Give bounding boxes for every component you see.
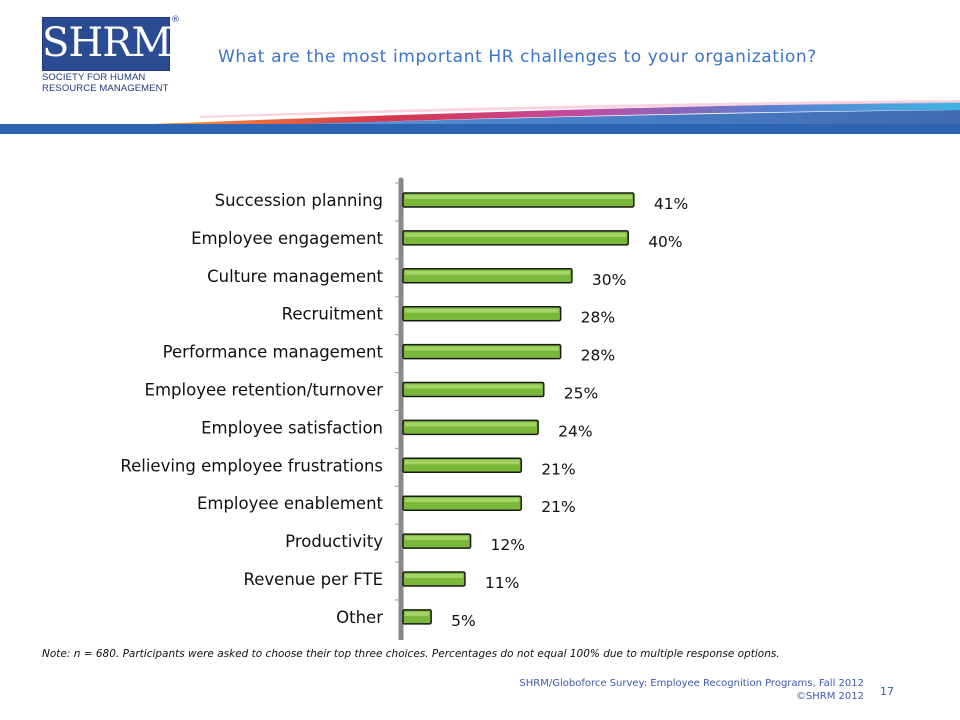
bar-highlight bbox=[405, 384, 542, 389]
value-label: 41% bbox=[654, 195, 688, 213]
value-label: 5% bbox=[451, 612, 476, 630]
bars-group: Succession planning 41% Employee engagemen… bbox=[120, 182, 688, 630]
category-label: Employee satisfaction bbox=[201, 418, 383, 437]
category-label: Revenue per FTE bbox=[244, 570, 383, 589]
header-swoosh-band bbox=[0, 100, 960, 134]
value-label: 40% bbox=[648, 233, 682, 251]
category-label: Performance management bbox=[163, 343, 384, 362]
category-label: Culture management bbox=[207, 267, 383, 286]
hr-challenges-bar-chart: Succession planning 41% Employee engagemen… bbox=[120, 177, 688, 640]
bar-highlight bbox=[405, 536, 469, 541]
category-label: Recruitment bbox=[282, 305, 384, 324]
logo-subtitle-line2: RESOURCE MANAGEMENT bbox=[42, 83, 169, 94]
value-label: 24% bbox=[558, 422, 592, 440]
bar-highlight bbox=[405, 232, 627, 237]
bar-highlight bbox=[405, 574, 463, 578]
value-label: 11% bbox=[485, 574, 519, 592]
logo-subtitle-line1: SOCIETY FOR HUMAN bbox=[42, 72, 146, 83]
bar-highlight bbox=[405, 611, 430, 616]
shrm-logo: SHRM ® SOCIETY FOR HUMAN RESOURCE MANAGE… bbox=[42, 15, 180, 101]
logo-registered-mark: ® bbox=[171, 15, 180, 25]
category-label: Productivity bbox=[285, 532, 383, 551]
chart-note: Note: n = 680. Participants were asked t… bbox=[42, 648, 780, 660]
bar-highlight bbox=[405, 460, 520, 465]
value-label: 30% bbox=[592, 271, 626, 289]
value-label: 12% bbox=[491, 536, 525, 554]
logo-text: SHRM bbox=[42, 20, 172, 66]
category-label: Employee engagement bbox=[191, 229, 383, 248]
category-label: Employee enablement bbox=[197, 494, 384, 513]
logo-subtitle: SOCIETY FOR HUMAN RESOURCE MANAGEMENT bbox=[42, 72, 178, 94]
page-number: 17 bbox=[880, 685, 894, 698]
page-title: What are the most important HR challenge… bbox=[218, 47, 817, 67]
category-label: Succession planning bbox=[215, 191, 383, 210]
value-label: 21% bbox=[541, 498, 575, 516]
bar-highlight bbox=[405, 195, 632, 199]
logo-box bbox=[42, 17, 170, 71]
category-label: Relieving employee frustrations bbox=[120, 456, 383, 475]
category-label: Other bbox=[336, 608, 383, 627]
source-text: SHRM/Globoforce Survey: Employee Recogni… bbox=[519, 678, 864, 689]
bar-highlight bbox=[405, 270, 570, 275]
copyright-text: ©SHRM 2012 bbox=[795, 691, 864, 702]
bar-highlight bbox=[405, 498, 520, 503]
bar-highlight bbox=[405, 308, 559, 313]
bar-highlight bbox=[405, 422, 537, 427]
value-label: 21% bbox=[541, 460, 575, 478]
value-label: 28% bbox=[581, 347, 615, 365]
category-label: Employee retention/turnover bbox=[145, 381, 384, 400]
value-label: 28% bbox=[581, 309, 615, 327]
value-label: 25% bbox=[564, 385, 598, 403]
bar-highlight bbox=[405, 346, 559, 351]
source-citation: SHRM/Globoforce Survey: Employee Recogni… bbox=[440, 677, 864, 703]
